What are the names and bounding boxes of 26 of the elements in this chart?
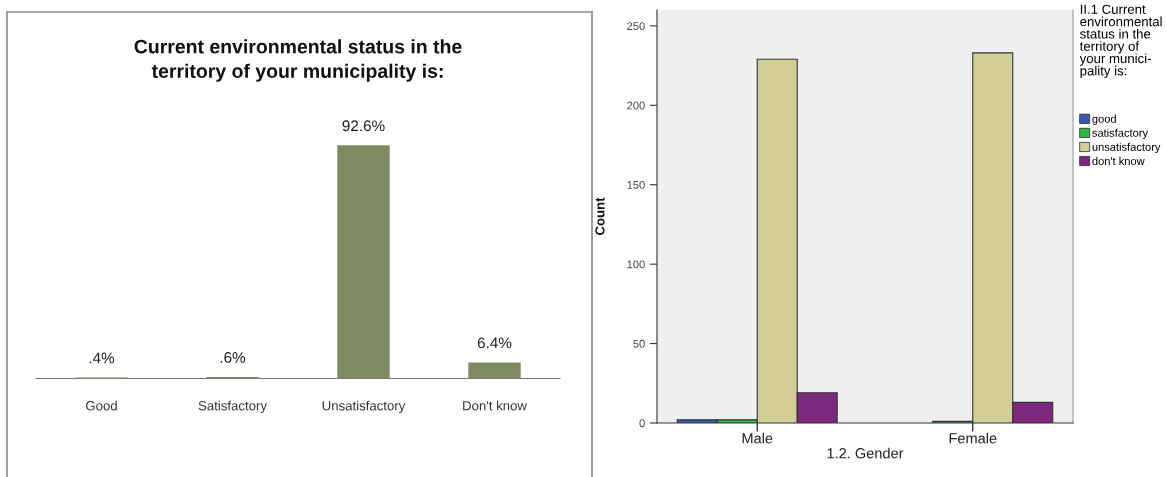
x-tick-label: Good [86, 400, 117, 411]
y-tick-label: 150 [627, 181, 645, 189]
bar [468, 362, 521, 379]
y-tick-label: 0 [639, 419, 645, 428]
data-label: .4% [89, 352, 115, 364]
x-tick-label: Don't know [463, 400, 527, 411]
data-label: .6% [220, 352, 246, 363]
x-axis-title: 1.2. Gender [827, 447, 904, 459]
x-tick-label: Satisfactory [198, 400, 267, 414]
x-tick-label: Unsatisfactory [322, 400, 406, 414]
y-tick-label: 250 [627, 22, 645, 31]
data-label: 92.6% [342, 120, 385, 132]
y-tick-label: 200 [627, 101, 645, 110]
chart-title: Current environmental status in the territory of your municipality is: [134, 39, 462, 82]
x-tick-label: Male [742, 432, 773, 444]
x-tick-label: Female [949, 432, 997, 444]
data-label: 6.4% [477, 337, 512, 349]
bar [337, 145, 390, 379]
y-tick-label: 50 [633, 339, 645, 348]
y-axis-title: Count [595, 197, 605, 236]
legend-title: II.1 Current environmental status in the territory of your munici- pality is: [1079, 4, 1162, 79]
legend-label: unsatisfactory [1092, 142, 1161, 154]
y-tick-label: 100 [627, 260, 645, 269]
legend-label: don't know [1092, 156, 1145, 165]
legend-label: good [1092, 114, 1116, 125]
legend-label: satisfactory [1092, 128, 1149, 140]
